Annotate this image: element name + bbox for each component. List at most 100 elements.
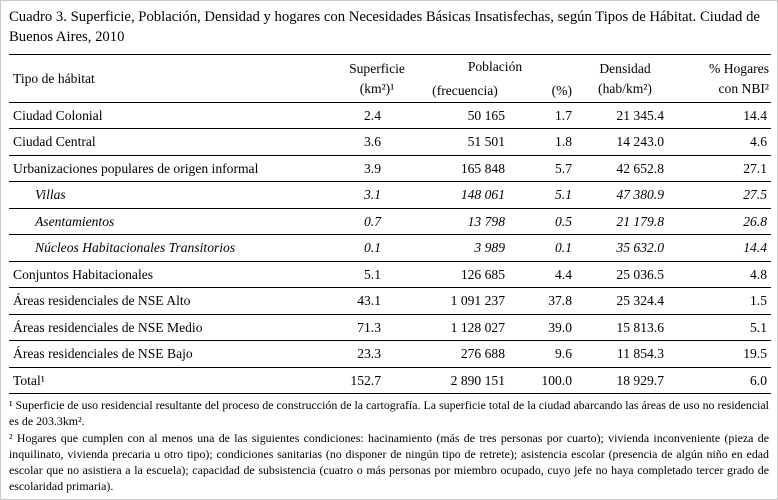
porcentaje-value: 0.1 [515,234,575,262]
row-label: Conjuntos Habitacionales [9,261,339,289]
row-label: Total¹ [9,367,339,395]
nbi-value: 4.6 [675,128,771,156]
data-table: Tipo de hábitat Superficie (km²)¹ Poblac… [9,54,771,395]
porcentaje-value: 1.8 [515,128,575,156]
footnotes: ¹ Superficie de uso residencial resultan… [9,398,769,494]
frecuencia-value: 148 061 [415,181,515,209]
table-row: Ciudad Central 3.6 51 501 1.8 14 243.0 4.6 [9,128,771,156]
footnote-1: ¹ Superficie de uso residencial resultan… [9,398,769,429]
table-row: Ciudad Colonial 2.4 50 165 1.7 21 345.4 14.4 [9,102,771,130]
densidad-value: 25 036.5 [575,261,675,289]
superficie-value: 152.7 [339,367,415,395]
densidad-value: 15 813.6 [575,314,675,342]
superficie-value: 2.4 [339,102,415,130]
row-label: Asentamientos [9,208,339,236]
densidad-value: 14 243.0 [575,128,675,156]
frecuencia-value: 50 165 [415,102,515,130]
superficie-value: 71.3 [339,314,415,342]
footnote-2: ² Hogares que cumplen con al menos una d… [9,431,769,493]
superficie-value: 3.9 [339,155,415,183]
porcentaje-value: 37.8 [515,287,575,315]
nbi-value: 27.1 [675,155,771,183]
porcentaje-value: 100.0 [515,367,575,395]
nbi-value: 4.8 [675,261,771,289]
header-poblacion: Población [467,59,523,75]
nbi-value: 6.0 [675,367,771,395]
porcentaje-value: 0.5 [515,208,575,236]
densidad-value: 42 652.8 [575,155,675,183]
header-row-2: (frecuencia) (%) [9,79,771,103]
table-row: Conjuntos Habitacionales 5.1 126 685 4.4 25 … [9,261,771,289]
superficie-value: 23.3 [339,340,415,368]
superficie-value: 3.1 [339,181,415,209]
header-hogares-line1: % Hogares [708,61,769,77]
porcentaje-value: 5.1 [515,181,575,209]
superficie-value: 0.1 [339,234,415,262]
nbi-value: 27.5 [675,181,771,209]
table-caption: Cuadro 3. Superficie, Población, Densida… [9,9,760,45]
table-row: Asentamientos 0.7 13 798 0.5 21 179.8 26.8 [9,208,771,236]
header-densidad-line1: Densidad [599,61,651,77]
table-row: Áreas residenciales de NSE Medio 71.3 1 12… [9,314,771,342]
table-row: Núcleos Habitacionales Transitorios 0.1 3 … [9,234,771,262]
header-densidad-line2: (hab/km²) [598,80,652,96]
header-superficie: Superficie (km²)¹ [339,55,415,103]
densidad-value: 47 380.9 [575,181,675,209]
header-tipo-de-habitat: Tipo de hábitat [13,71,95,87]
header-hogares-nbi: % Hogares con NBI² [675,55,771,103]
frecuencia-value: 165 848 [415,155,515,183]
superficie-value: 5.1 [339,261,415,289]
superficie-value: 0.7 [339,208,415,236]
header-porcentaje: (%) [551,82,572,98]
table-header: Tipo de hábitat Superficie (km²)¹ Poblac… [9,55,771,103]
nbi-value: 26.8 [675,208,771,236]
nbi-value: 14.4 [675,102,771,130]
row-label: Áreas residenciales de NSE Alto [9,287,339,315]
header-superficie-line2: (km²)¹ [359,80,395,96]
table-row: Áreas residenciales de NSE Alto 43.1 1 091… [9,287,771,315]
row-label: Áreas residenciales de NSE Medio [9,314,339,342]
frecuencia-value: 3 989 [415,234,515,262]
row-label: Villas [9,181,339,209]
frecuencia-value: 2 890 151 [415,367,515,395]
frecuencia-value: 276 688 [415,340,515,368]
row-label: Ciudad Central [9,128,339,156]
frecuencia-value: 13 798 [415,208,515,236]
porcentaje-value: 39.0 [515,314,575,342]
densidad-value: 18 929.7 [575,367,675,395]
densidad-value: 25 324.4 [575,287,675,315]
row-label: Ciudad Colonial [9,102,339,130]
table-body: Ciudad Colonial 2.4 50 165 1.7 21 345.4 14.4 C… [9,102,771,395]
source-line: Fuente: elaboración con base en INDEC, C… [9,497,769,499]
row-label: Núcleos Habitacionales Transitorios [9,234,339,262]
header-densidad: Densidad (hab/km²) [575,55,675,103]
row-label: Áreas residenciales de NSE Bajo [9,340,339,368]
table-row: Villas 3.1 148 061 5.1 47 380.9 27.5 [9,181,771,209]
nbi-value: 19.5 [675,340,771,368]
densidad-value: 35 632.0 [575,234,675,262]
header-superficie-line1: Superficie [349,61,405,77]
porcentaje-value: 4.4 [515,261,575,289]
nbi-value: 5.1 [675,314,771,342]
header-row-1: Tipo de hábitat Superficie (km²)¹ Poblac… [9,55,771,95]
densidad-value: 11 854.3 [575,340,675,368]
porcentaje-value: 1.7 [515,102,575,130]
row-label: Urbanizaciones populares de origen infor… [9,155,339,183]
nbi-value: 1.5 [675,287,771,315]
nbi-value: 14.4 [675,234,771,262]
header-hogares-line2: con NBI² [718,80,769,96]
superficie-value: 43.1 [339,287,415,315]
porcentaje-value: 9.6 [515,340,575,368]
frecuencia-value: 1 128 027 [415,314,515,342]
frecuencia-value: 126 685 [415,261,515,289]
superficie-value: 3.6 [339,128,415,156]
table-row: Total¹ 152.7 2 890 151 100.0 18 929.7 6.0 [9,367,771,395]
densidad-value: 21 345.4 [575,102,675,130]
densidad-value: 21 179.8 [575,208,675,236]
porcentaje-value: 5.7 [515,155,575,183]
frecuencia-value: 1 091 237 [415,287,515,315]
table-row: Urbanizaciones populares de origen infor… [9,155,771,183]
table-row: Áreas residenciales de NSE Bajo 23.3 276 6… [9,340,771,368]
frecuencia-value: 51 501 [415,128,515,156]
